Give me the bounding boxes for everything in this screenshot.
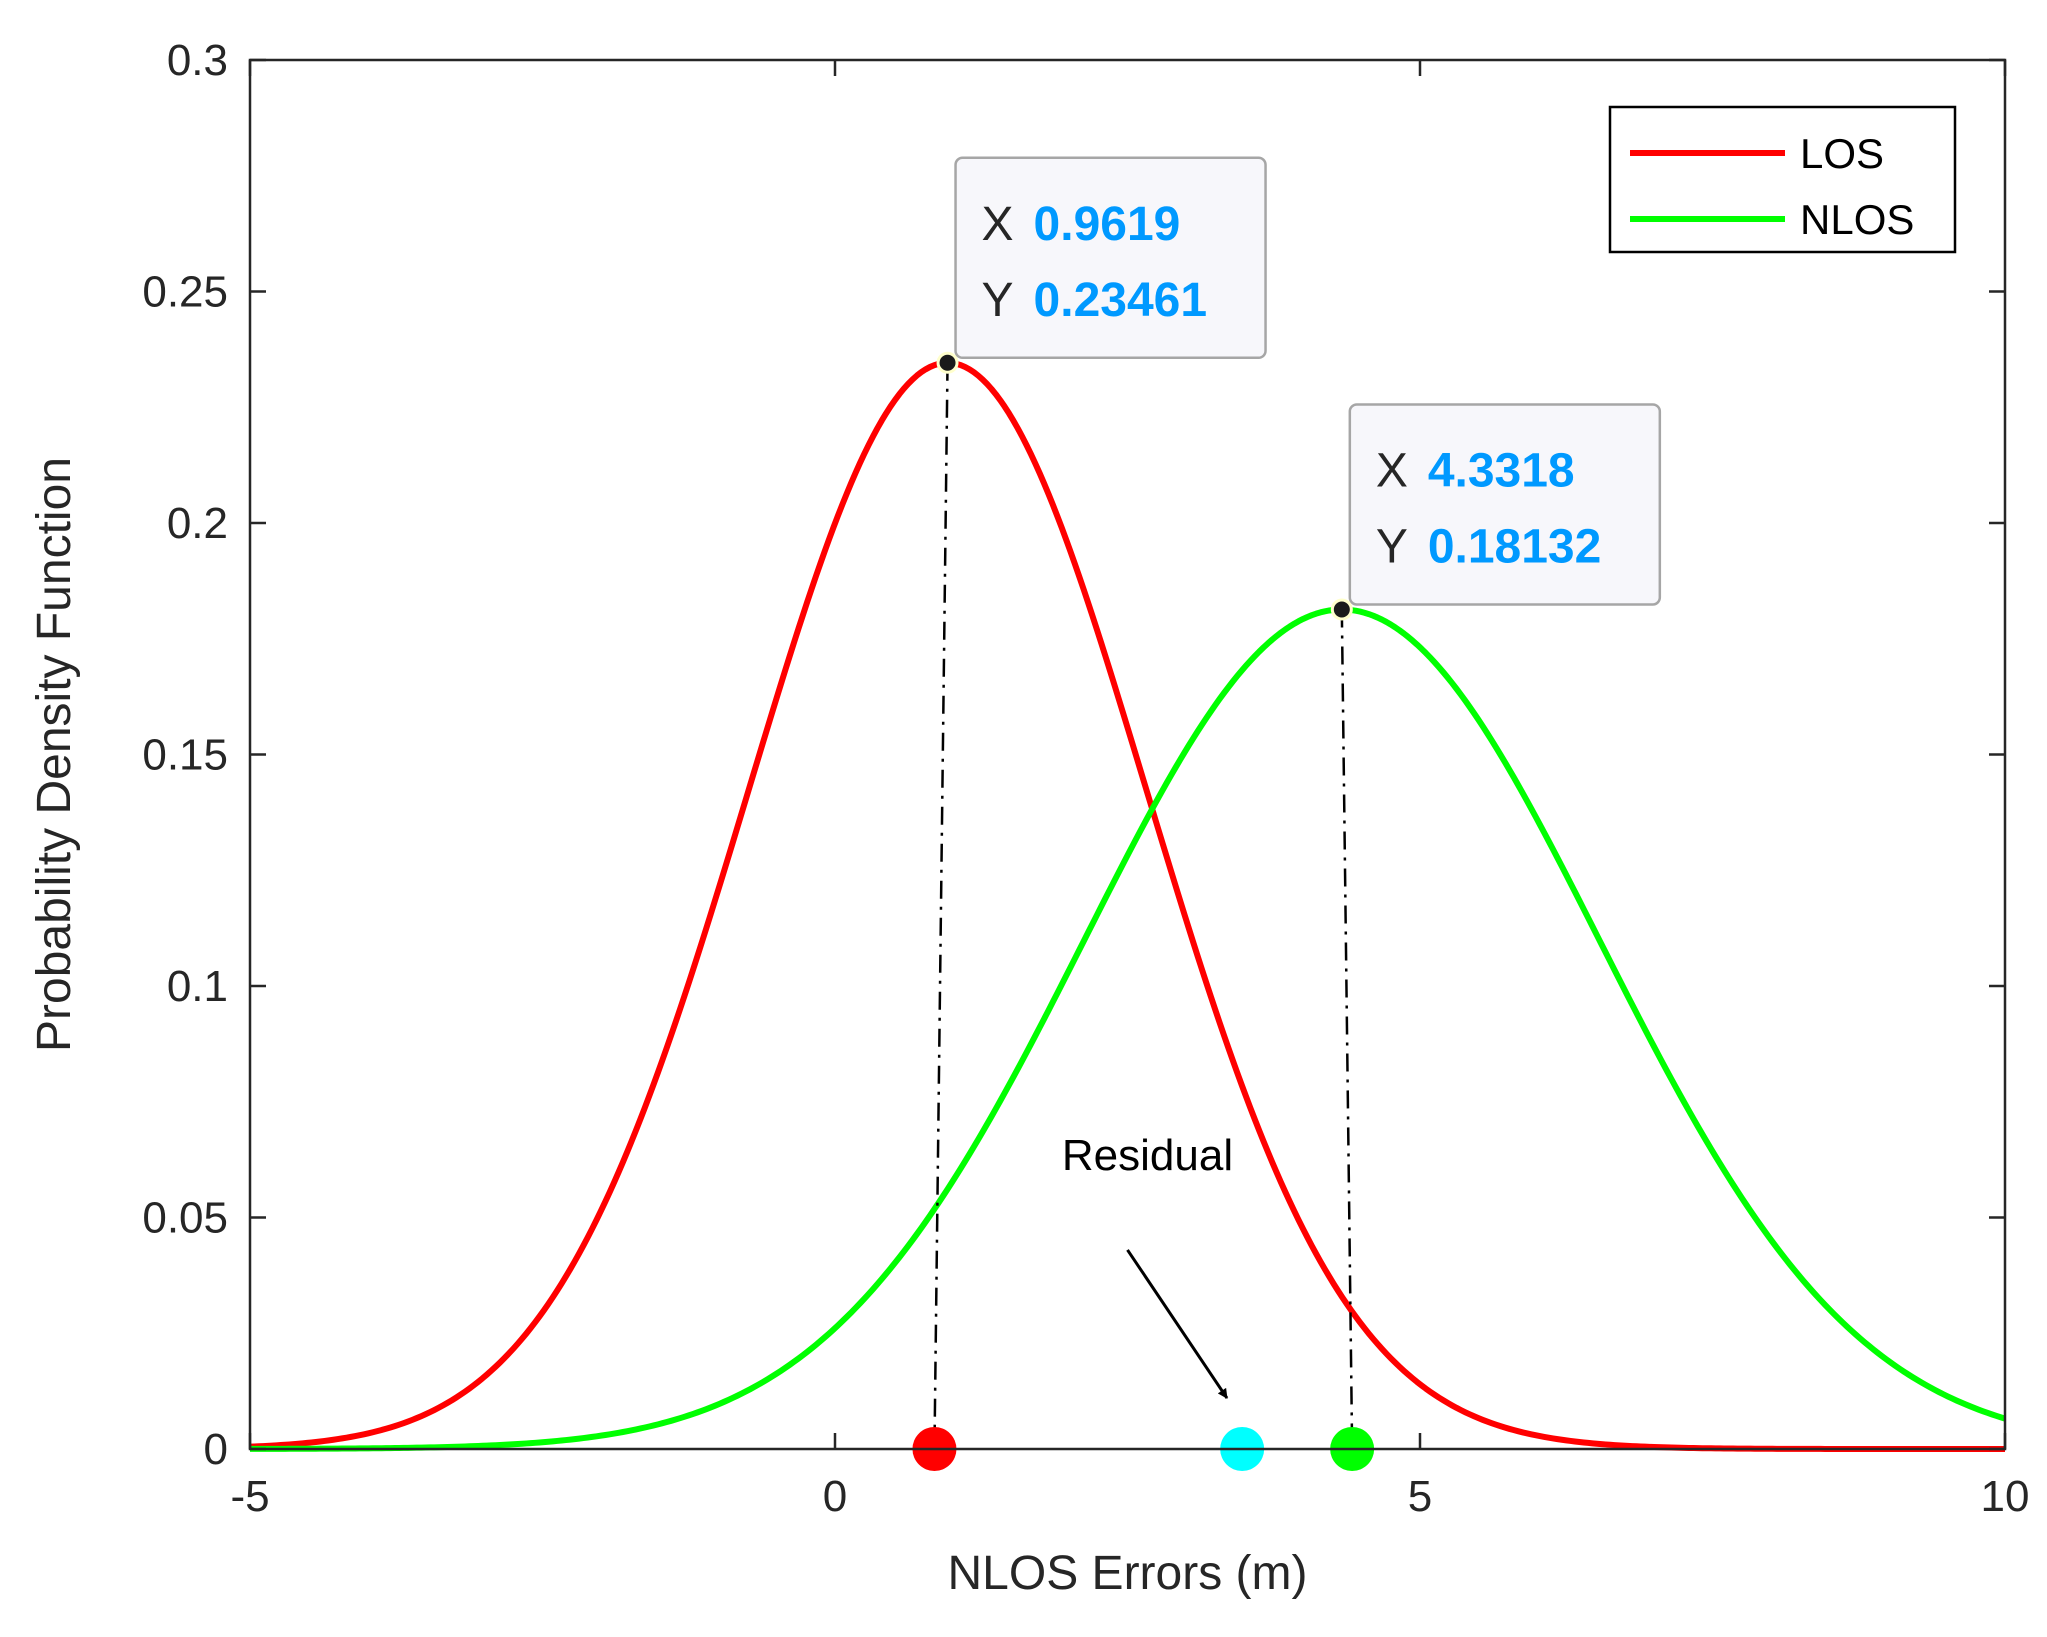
legend-label-nlos: NLOS [1800,196,1914,243]
y-tick-label: 0.05 [142,1194,228,1243]
datatip-point [1333,601,1350,618]
legend-label-los: LOS [1800,130,1884,177]
datatip-y-key: Y [982,274,1014,327]
x-axis-title: NLOS Errors (m) [948,1547,1308,1600]
y-tick-label: 0.25 [142,268,228,317]
datatip-y-key: Y [1376,520,1408,573]
y-tick-label: 0 [204,1425,228,1474]
datatip-point [939,354,956,371]
curve-nlos [249,606,2006,1452]
x-tick-label: -5 [230,1472,269,1521]
legend: LOS NLOS [1608,105,1957,254]
x-tick-label: 0 [823,1472,847,1521]
residual-arrow [1126,1249,1229,1399]
y-tick-label: 0.1 [167,962,228,1011]
x-tick-label: 5 [1408,1472,1432,1521]
datatip-y-value: 0.18132 [1428,520,1602,573]
datatip-x-key: X [1376,444,1408,497]
y-tick-label: 0.2 [167,499,228,548]
y-tick-label: 0.3 [167,36,228,85]
dropline [1340,609,1354,1450]
dropline [933,362,949,1450]
datatip-x-value: 0.9619 [1034,198,1181,251]
legend-box [1608,105,1957,254]
x-tick-label: 10 [1981,1472,2030,1521]
y-tick-label: 0.15 [142,731,228,780]
y-axis-title: Probability Density Function [28,457,81,1052]
datatip-y-value: 0.23461 [1034,274,1208,327]
datatip-x-key: X [982,198,1014,251]
residual-annotation: Residual [1062,1131,1233,1180]
datatip-x-value: 4.3318 [1428,444,1575,497]
datatip-box [954,156,1267,360]
datatip-box [1348,403,1662,606]
